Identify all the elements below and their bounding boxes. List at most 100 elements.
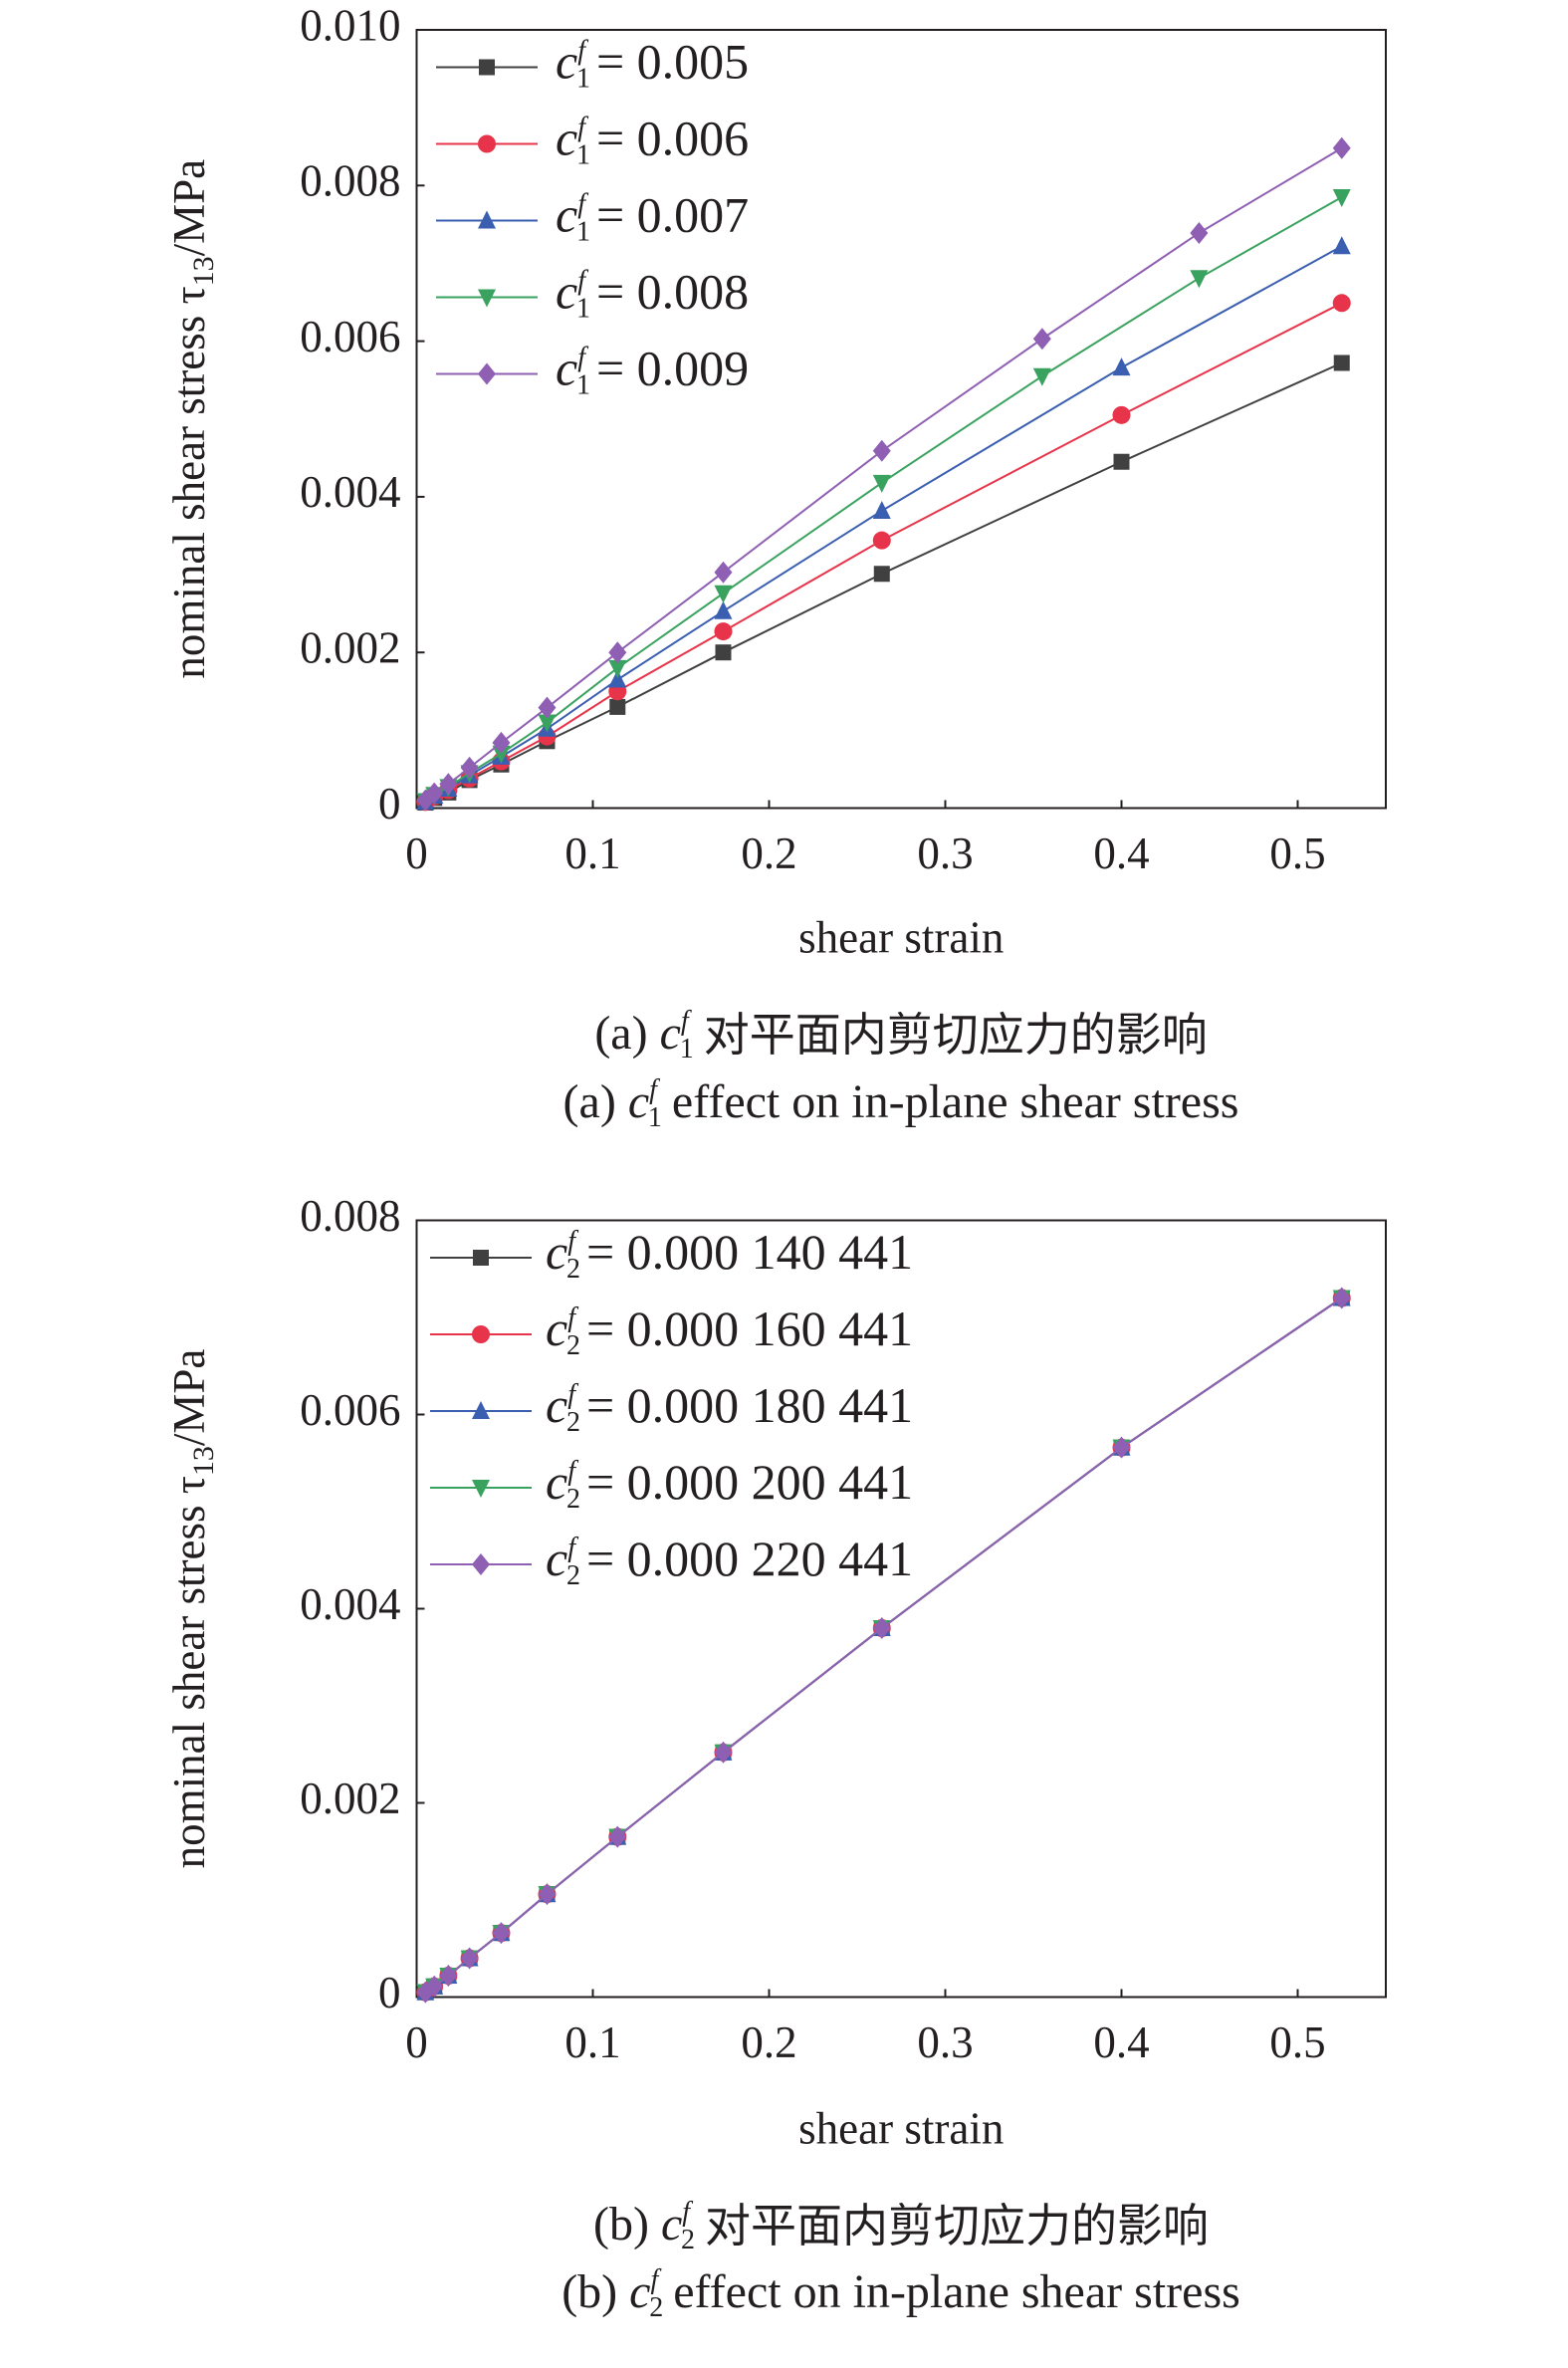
caption-text: 对平面内剪切应力的影响: [704, 1008, 1208, 1062]
marker: [872, 1617, 891, 1639]
y-tick-label: 0.008: [300, 156, 400, 206]
symbol-sub: 2: [566, 1254, 580, 1285]
marker: [1190, 270, 1209, 289]
x-tick-label: 0.2: [741, 2017, 796, 2067]
y-tick-label: 0: [378, 1968, 401, 2017]
caption-text: 对平面内剪切应力的影响: [705, 2199, 1209, 2252]
y-axis-label: nominal shear stress τ13/MPa: [164, 1349, 220, 1869]
symbol-base: c: [556, 187, 577, 243]
marker: [1112, 1436, 1131, 1459]
caption-en: (b) cf 2 effect on in-plane shear stress: [561, 2264, 1240, 2323]
marker: [492, 731, 511, 754]
legend-name: = 0.006: [596, 111, 749, 166]
x-tick-label: 0: [405, 829, 428, 878]
marker: [478, 210, 496, 229]
symbol-base: c: [556, 264, 577, 320]
marker: [425, 782, 444, 805]
legend-name: = 0.005: [596, 34, 749, 90]
symbol-base: c: [660, 1007, 681, 1060]
marker: [472, 1401, 490, 1419]
marker: [608, 669, 627, 688]
x-tick-label: 0.4: [1093, 829, 1149, 878]
marker: [425, 1975, 444, 1998]
marker: [479, 59, 495, 76]
symbol-base: c: [546, 1224, 567, 1280]
legend-label: cf 2 = 0.000 140 441: [546, 1224, 913, 1285]
marker: [478, 134, 496, 153]
caption-cn: (b) cf 2 对平面内剪切应力的影响: [593, 2197, 1209, 2255]
y-label-sub: 13: [187, 1446, 220, 1476]
marker: [492, 1922, 511, 1945]
symbol-sub: 2: [566, 1484, 580, 1515]
marker: [1032, 328, 1051, 351]
symbol-base: c: [556, 341, 577, 396]
x-tick-label: 0.1: [564, 2017, 620, 2067]
legend-name: = 0.000 200 441: [586, 1454, 913, 1510]
y-tick-label: 0.008: [300, 1191, 400, 1241]
legend-label: cf 2 = 0.000 160 441: [546, 1301, 913, 1361]
marker: [492, 745, 511, 764]
marker: [538, 696, 557, 719]
marker: [714, 600, 733, 619]
symbol-sup: f: [567, 1533, 578, 1563]
symbol-base: c: [556, 111, 577, 166]
symbol-sub: 2: [566, 1560, 580, 1591]
marker: [873, 566, 890, 583]
marker: [439, 773, 458, 796]
y-tick-label: 0.004: [300, 1579, 400, 1629]
legend-name: = 0.000 220 441: [586, 1531, 913, 1586]
symbol-base: c: [546, 1301, 567, 1356]
symbol-sub: 2: [566, 1330, 580, 1361]
marker: [714, 1741, 733, 1764]
y-tick-label: 0.002: [300, 623, 400, 673]
y-tick-label: 0.002: [300, 1774, 400, 1823]
y-label-main: nominal shear stress τ: [164, 1476, 214, 1868]
x-tick-label: 0.1: [564, 829, 620, 878]
symbol-sub: 1: [648, 1102, 662, 1133]
caption-text: effect on in-plane shear stress: [673, 2265, 1240, 2318]
x-tick-label: 0.3: [917, 829, 973, 878]
symbol-base: c: [546, 1531, 567, 1586]
legend-name: = 0.000 160 441: [586, 1301, 913, 1356]
series-line: [424, 245, 1343, 804]
legend-name: = 0.000 180 441: [586, 1377, 913, 1433]
caption-prefix: (b): [561, 2265, 629, 2318]
legend-label: cf 1 = 0.005: [556, 34, 749, 95]
series-line: [424, 361, 1343, 804]
marker: [714, 561, 733, 584]
marker: [1113, 453, 1130, 470]
symbol-sub: 1: [576, 294, 590, 325]
marker: [538, 714, 557, 733]
marker: [1332, 136, 1351, 159]
marker: [608, 641, 627, 664]
marker: [472, 1480, 490, 1498]
legend-label: cf 1 = 0.006: [556, 111, 749, 171]
marker: [478, 289, 496, 308]
marker: [608, 659, 627, 678]
y-label-main: nominal shear stress τ: [164, 286, 214, 678]
marker: [1332, 294, 1351, 313]
symbol-sub: 1: [576, 370, 590, 401]
legend-name: = 0.008: [596, 264, 749, 320]
symbol-sub: 1: [576, 217, 590, 248]
symbol-sub: 2: [649, 2292, 663, 2323]
marker: [478, 362, 496, 385]
y-label-sub: 13: [187, 256, 220, 286]
symbol-sub: 2: [566, 1407, 580, 1438]
y-tick-label: 0.006: [300, 312, 400, 361]
symbol-base: c: [546, 1377, 567, 1433]
symbol-sup: f: [577, 113, 588, 143]
y-axis-label: nominal shear stress τ13/MPa: [164, 159, 220, 679]
marker: [1332, 236, 1351, 255]
marker: [872, 531, 891, 550]
legend-label: cf 1 = 0.007: [556, 187, 749, 248]
caption-prefix: (a): [563, 1075, 628, 1128]
legend-name: = 0.000 140 441: [586, 1224, 913, 1280]
plot-frame: [415, 29, 1387, 810]
marker: [1190, 221, 1209, 244]
marker: [1032, 367, 1051, 386]
legend-label: cf 2 = 0.000 180 441: [546, 1377, 913, 1438]
x-axis-label: shear strain: [798, 912, 1004, 962]
x-tick-label: 0: [405, 2017, 428, 2067]
